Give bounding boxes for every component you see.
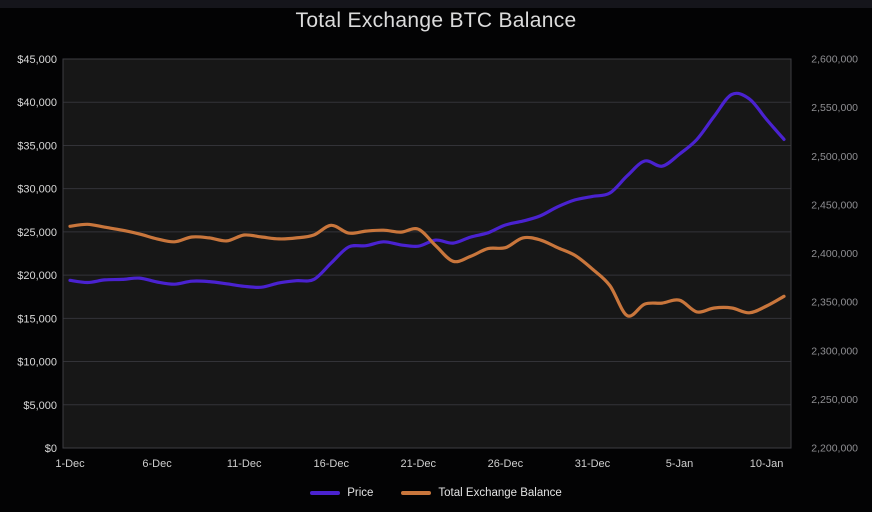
left-axis-tick-label: $15,000 [17,313,57,325]
x-axis-tick-label: 26-Dec [488,458,524,470]
right-axis-tick-label: 2,550,000 [811,102,858,114]
right-axis-tick-label: 2,500,000 [811,151,858,163]
legend-item-price: Price [310,487,373,499]
chart-legend: Price Total Exchange Balance [0,485,872,501]
window-top-strip [0,0,872,8]
right-axis-tick-label: 2,250,000 [811,394,858,406]
left-axis-tick-label: $45,000 [17,54,57,66]
right-axis-tick-label: 2,350,000 [811,297,858,309]
right-axis-tick-label: 2,300,000 [811,345,858,357]
legend-label-price: Price [347,487,374,499]
price-line [68,91,786,289]
left-axis-tick-label: $10,000 [17,357,57,369]
x-axis-tick-label: 11-Dec [227,458,262,470]
x-axis-tick-label: 21-Dec [401,458,437,470]
x-axis-tick-label: 10-Jan [750,458,784,470]
plot-border [62,58,792,449]
x-axis-tick-label: 5-Jan [666,458,694,470]
left-axis-tick-label: $30,000 [17,184,57,196]
x-axis-tick-label: 31-Dec [575,458,611,470]
price-line-swatch-icon [310,491,341,495]
right-axis-tick-label: 2,400,000 [811,248,858,260]
x-axis-tick-label: 6-Dec [142,458,172,470]
left-axis-tick-label: $20,000 [17,270,57,282]
right-axis-tick-label: 2,450,000 [811,199,858,211]
left-axis-tick-label: $40,000 [17,97,57,109]
balance-line [68,222,786,318]
right-axis-tick-label: 2,600,000 [811,54,858,66]
left-axis-tick-label: $0 [45,443,57,455]
left-axis-tick-label: $25,000 [17,227,57,239]
legend-item-balance: Total Exchange Balance [401,487,562,499]
x-axis-tick-label: 16-Dec [313,458,349,470]
left-axis-tick-label: $5,000 [23,400,57,412]
x-axis-tick-label: 1-Dec [55,458,85,470]
chart-title: Total Exchange BTC Balance [295,9,577,32]
left-axis-tick-label: $35,000 [17,140,57,152]
plot-area [63,59,791,448]
right-axis-tick-label: 2,200,000 [811,443,858,455]
balance-line-swatch-icon [401,491,432,495]
legend-label-balance: Total Exchange Balance [438,487,562,499]
